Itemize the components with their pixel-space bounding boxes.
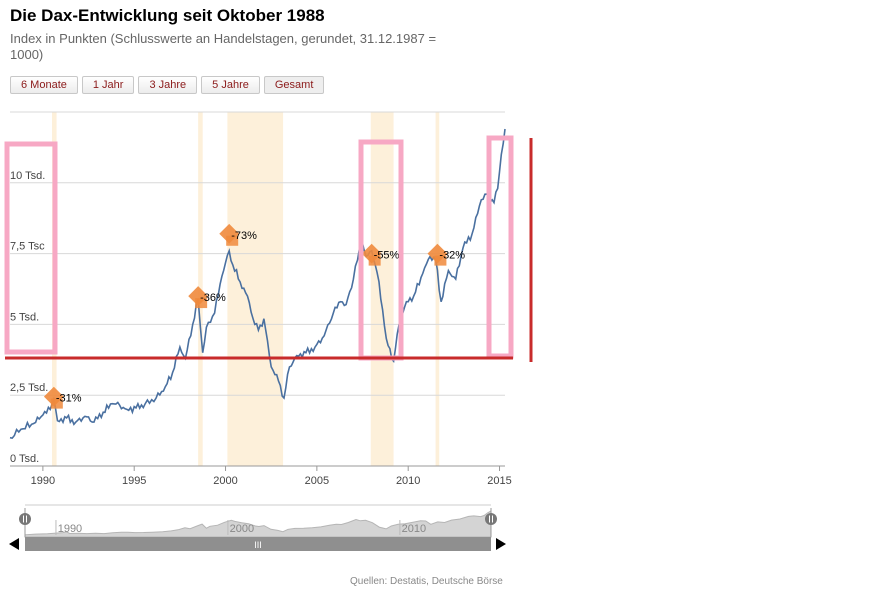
y-tick-label: 5 Tsd. bbox=[10, 311, 39, 323]
scroll-left-arrow-icon[interactable] bbox=[9, 538, 19, 550]
drawdown-label: -73% bbox=[231, 230, 257, 242]
range-button-5-jahre[interactable]: 5 Jahre bbox=[201, 76, 260, 94]
highlight-box-left bbox=[4, 141, 58, 355]
crisis-band-3 bbox=[227, 112, 284, 466]
drawdown-flag-icon bbox=[434, 255, 447, 266]
range-button-1-jahr[interactable]: 1 Jahr bbox=[81, 76, 135, 94]
drawdown-label: -55% bbox=[374, 250, 400, 262]
range-selector: 6 Monate 1 Jahr 3 Jahre 5 Jahre Gesamt bbox=[10, 76, 325, 94]
drawdown-marker-2[interactable]: -36% bbox=[188, 286, 226, 309]
drawdown-marker-1[interactable]: -31% bbox=[43, 386, 82, 409]
page-title: Die Dax-Entwicklung seit Oktober 1988 bbox=[10, 6, 325, 25]
x-tick-label: 2005 bbox=[305, 475, 329, 487]
drawdown-label: -32% bbox=[439, 250, 465, 262]
navigator-label: 2000 bbox=[230, 523, 254, 535]
scrollbar-grip-icon: III bbox=[254, 540, 262, 550]
drawdown-flag-icon bbox=[195, 298, 208, 309]
drawdown-flag-icon bbox=[226, 235, 239, 246]
navigator: 1990 2000 2010 III bbox=[9, 504, 506, 551]
drawdown-marker-5[interactable]: -32% bbox=[427, 243, 466, 266]
scroll-right-arrow-icon[interactable] bbox=[496, 538, 506, 550]
highlight-box-2015 bbox=[486, 135, 514, 359]
drawdown-marker-4[interactable]: -55% bbox=[361, 243, 400, 266]
crisis-band-4 bbox=[370, 112, 394, 466]
source-note: Quellen: Destatis, Deutsche Börse bbox=[350, 576, 503, 587]
navigator-label: 2010 bbox=[402, 523, 426, 535]
drawdown-flag-icon bbox=[368, 255, 381, 266]
navigator-handle-left[interactable] bbox=[19, 513, 31, 525]
y-tick-label: 2,5 Tsd. bbox=[10, 382, 48, 394]
crisis-band-5 bbox=[435, 112, 440, 466]
y-tick-label: 10 Tsd. bbox=[10, 170, 45, 182]
range-button-3-jahre[interactable]: 3 Jahre bbox=[138, 76, 198, 94]
x-tick-label: 2015 bbox=[487, 475, 511, 487]
x-tick-label: 2010 bbox=[396, 475, 420, 487]
highlight-overlays bbox=[4, 135, 533, 362]
y-tick-label: 0 Tsd. bbox=[10, 453, 39, 465]
x-tick-label: 1995 bbox=[122, 475, 146, 487]
drawdown-flag-icon bbox=[50, 398, 63, 409]
x-tick-label: 1990 bbox=[31, 475, 55, 487]
range-button-gesamt[interactable]: Gesamt bbox=[263, 76, 325, 94]
x-tick-label: 2000 bbox=[213, 475, 237, 487]
navigator-label: 1990 bbox=[58, 523, 82, 535]
drawdown-marker-3[interactable]: -73% bbox=[219, 223, 257, 246]
navigator-area bbox=[24, 510, 492, 538]
drawdown-label: -31% bbox=[56, 393, 82, 405]
chart-subtitle: Index in Punkten (Schlusswerte an Handel… bbox=[10, 31, 437, 62]
drawdown-label: -36% bbox=[200, 292, 226, 304]
scrollbar-thumb[interactable] bbox=[25, 537, 491, 551]
y-tick-label: 7,5 Tsc bbox=[10, 241, 45, 253]
dax-series-line bbox=[9, 128, 506, 439]
range-button-6-monate[interactable]: 6 Monate bbox=[10, 76, 78, 94]
navigator-handle-right[interactable] bbox=[485, 513, 497, 525]
